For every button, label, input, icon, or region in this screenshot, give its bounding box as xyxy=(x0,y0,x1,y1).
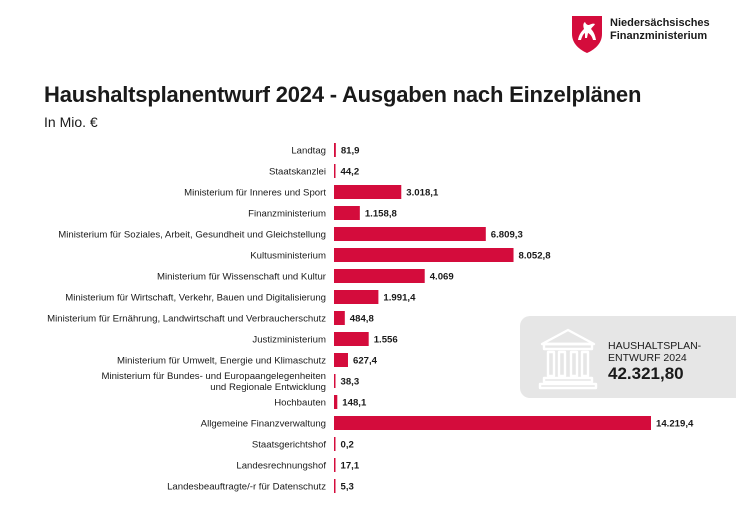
category-label: Ministerium für Bundes- und Europaangele… xyxy=(101,371,326,393)
category-label-line: und Regionale Entwicklung xyxy=(210,382,326,393)
bar xyxy=(334,395,338,409)
category-label: Landtag xyxy=(291,146,326,157)
category-label-line: Kultusministerium xyxy=(250,251,326,262)
value-label: 17,1 xyxy=(341,461,360,472)
category-label: Kultusministerium xyxy=(250,251,326,262)
category-label-line: Ministerium für Bundes- und Europaangele… xyxy=(101,371,326,382)
category-label: Ministerium für Wirtschaft, Verkehr, Bau… xyxy=(65,293,326,304)
total-label-line2: ENTWURF 2024 xyxy=(608,352,687,364)
logo-line1: Niedersächsisches xyxy=(610,17,710,29)
value-label: 14.219,4 xyxy=(656,419,694,430)
unit-subtitle: In Mio. € xyxy=(44,114,98,130)
coat-of-arms-icon xyxy=(572,16,602,53)
category-label-line: Staatsgerichtshof xyxy=(252,440,326,451)
category-label-line: Hochbauten xyxy=(274,398,326,409)
bar xyxy=(334,458,336,472)
category-label-line: Ministerium für Inneres und Sport xyxy=(184,188,326,199)
bar xyxy=(334,416,651,430)
category-label-line: Ministerium für Umwelt, Energie und Klim… xyxy=(117,356,326,367)
bar xyxy=(334,437,336,451)
value-label: 484,8 xyxy=(350,314,375,325)
category-label: Landesrechnungshof xyxy=(236,461,326,472)
total-label-line1: HAUSHALTSPLAN- xyxy=(608,340,702,352)
category-label: Landesbeauftragte/-r für Datenschutz xyxy=(167,482,326,493)
category-label: Allgemeine Finanzverwaltung xyxy=(201,419,326,430)
bar xyxy=(334,206,360,220)
value-label: 148,1 xyxy=(342,398,367,409)
bar xyxy=(334,164,336,178)
total-info-box: HAUSHALTSPLAN- ENTWURF 2024 42.321,80 xyxy=(520,316,736,398)
logo-text: Niedersächsisches Finanzministerium xyxy=(610,17,710,42)
category-label-line: Ministerium für Wirtschaft, Verkehr, Bau… xyxy=(65,293,326,304)
category-label-line: Justizministerium xyxy=(252,335,326,346)
category-label: Ministerium für Wissenschaft und Kultur xyxy=(157,272,327,283)
category-label-line: Ministerium für Ernährung, Landwirtschaf… xyxy=(47,314,326,325)
category-label: Ministerium für Ernährung, Landwirtschaf… xyxy=(47,314,326,325)
bar xyxy=(334,374,336,388)
value-label: 3.018,1 xyxy=(406,188,439,199)
bar xyxy=(334,185,402,199)
bar xyxy=(334,290,379,304)
category-label: Ministerium für Inneres und Sport xyxy=(184,188,326,199)
bar xyxy=(334,143,336,157)
category-label: Justizministerium xyxy=(252,335,326,346)
logo-line2: Finanzministerium xyxy=(610,29,708,42)
category-label: Ministerium für Umwelt, Energie und Klim… xyxy=(117,356,326,367)
bar xyxy=(334,353,348,367)
value-label: 38,3 xyxy=(341,377,360,388)
category-label-line: Landesrechnungshof xyxy=(236,461,326,472)
value-label: 1.556 xyxy=(374,335,398,346)
value-label: 8.052,8 xyxy=(519,251,552,262)
bank-building-icon xyxy=(538,328,598,390)
bar xyxy=(334,332,369,346)
category-label-line: Landtag xyxy=(291,146,326,157)
category-label: Hochbauten xyxy=(274,398,326,409)
total-value: 42.321,80 xyxy=(608,364,684,383)
category-label-line: Ministerium für Wissenschaft und Kultur xyxy=(157,272,327,283)
value-label: 4.069 xyxy=(430,272,454,283)
value-label: 627,4 xyxy=(353,356,378,367)
category-label: Finanzministerium xyxy=(248,209,326,220)
page-title: Haushaltsplanentwurf 2024 - Ausgaben nac… xyxy=(44,82,642,107)
value-label: 1.991,4 xyxy=(383,293,416,304)
value-label: 0,2 xyxy=(341,440,354,451)
category-label: Staatskanzlei xyxy=(269,167,326,178)
category-label-line: Finanzministerium xyxy=(248,209,326,220)
value-label: 5,3 xyxy=(341,482,354,493)
category-label: Staatsgerichtshof xyxy=(252,440,326,451)
total-label: HAUSHALTSPLAN- ENTWURF 2024 xyxy=(608,340,718,364)
value-label: 81,9 xyxy=(341,146,360,157)
value-label: 44,2 xyxy=(341,167,360,178)
bar xyxy=(334,311,345,325)
category-label-line: Ministerium für Soziales, Arbeit, Gesund… xyxy=(58,230,326,241)
value-label: 6.809,3 xyxy=(491,230,523,241)
bar xyxy=(334,248,514,262)
logo: Niedersächsisches Finanzministerium xyxy=(570,14,730,54)
category-label-line: Landesbeauftragte/-r für Datenschutz xyxy=(167,482,326,493)
bar xyxy=(334,269,425,283)
bar xyxy=(334,227,486,241)
category-label-line: Staatskanzlei xyxy=(269,167,326,178)
category-label-line: Allgemeine Finanzverwaltung xyxy=(201,419,326,430)
value-label: 1.158,8 xyxy=(365,209,398,220)
bar xyxy=(334,479,336,493)
category-label: Ministerium für Soziales, Arbeit, Gesund… xyxy=(58,230,326,241)
